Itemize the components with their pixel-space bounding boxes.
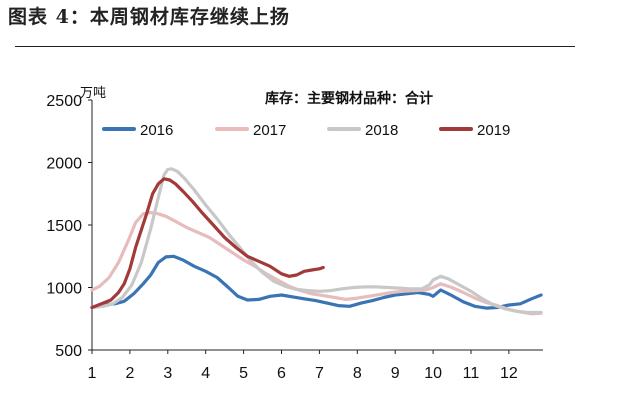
y-tick-label: 1000: [46, 281, 82, 298]
x-tick-label: 2: [125, 365, 134, 382]
chart-series: [90, 167, 543, 316]
figure-caption: 图表 4：本周钢材库存继续上扬: [8, 6, 290, 28]
y-tick-label: 2500: [46, 93, 82, 110]
legend-label-2017: 2017: [253, 122, 286, 139]
series-line-2018: [90, 167, 543, 315]
x-tick-label: 4: [201, 365, 210, 382]
legend-label-2019: 2019: [477, 122, 510, 139]
x-tick-label: 6: [277, 365, 286, 382]
chart-title: 库存：主要钢材品种：合计: [265, 90, 433, 107]
legend-label-2018: 2018: [365, 122, 398, 139]
series-line-2016: [90, 254, 543, 310]
series-line-2019: [90, 177, 325, 310]
chart-legend: 2016 2017 2018 2019: [102, 122, 510, 139]
x-tick-label: 1: [88, 365, 97, 382]
x-tick-label: 8: [353, 365, 362, 382]
y-tick-label: 2000: [46, 156, 82, 173]
caption-rule: [15, 46, 575, 47]
x-tick-label: 11: [463, 365, 480, 382]
x-tick-label: 7: [315, 365, 324, 382]
series-line-2017: [90, 210, 543, 316]
y-tick-label: 1500: [46, 218, 82, 235]
legend-label-2016: 2016: [140, 122, 173, 139]
y-axis-unit-label: 万吨: [80, 86, 106, 101]
x-tick-label: 3: [163, 365, 172, 382]
x-tick-label: 10: [424, 365, 442, 382]
x-tick-label: 9: [391, 365, 400, 382]
x-tick-label: 12: [500, 365, 518, 382]
y-tick-label: 500: [55, 343, 82, 360]
x-axis-ticks: 1 2 3 4 5 6 7 8 9 10 11 12: [88, 350, 518, 382]
x-tick-label: 5: [239, 365, 248, 382]
y-axis-ticks: 500 1000 1500 2000 2500: [46, 93, 92, 360]
